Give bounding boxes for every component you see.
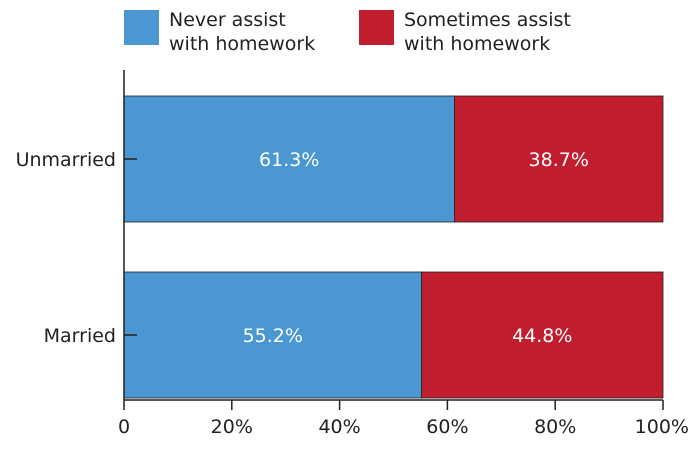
bar-value-label: 55.2% bbox=[243, 325, 303, 347]
legend-label-line: with homework bbox=[169, 33, 315, 55]
legend-label-line: Sometimes assist bbox=[404, 9, 571, 31]
legend-label-line: Never assist bbox=[169, 9, 286, 31]
bar-segment bbox=[123, 95, 455, 223]
legend-label: Never assist with homework bbox=[169, 9, 315, 55]
bar-segment bbox=[123, 271, 422, 399]
legend-swatch bbox=[359, 10, 394, 45]
bar-segment bbox=[454, 95, 664, 223]
legend-item-0: Never assist with homework bbox=[124, 9, 315, 55]
legend-label: Sometimes assist with homework bbox=[404, 9, 571, 55]
x-tick-label: 0 bbox=[118, 416, 130, 438]
x-tick-label: 100% bbox=[635, 416, 689, 438]
x-tick-label: 40% bbox=[318, 416, 360, 438]
x-tick-label: 60% bbox=[426, 416, 468, 438]
bar-value-label: 38.7% bbox=[529, 149, 589, 171]
bar-row-unmarried: 61.3% 38.7% bbox=[123, 95, 664, 223]
bar-row-married: 55.2% 44.8% bbox=[123, 271, 664, 399]
legend-swatch bbox=[124, 10, 159, 45]
category-label: Married bbox=[44, 325, 116, 347]
bar-segment bbox=[421, 271, 664, 399]
legend-item-1: Sometimes assist with homework bbox=[359, 9, 571, 55]
legend-label-line: with homework bbox=[404, 33, 550, 55]
axes: 0 20% 40% 60% 80% 100% bbox=[118, 70, 689, 438]
bars: 61.3% 38.7% Unmarried 55.2% 44.8% Married bbox=[16, 95, 664, 399]
bar-value-label: 44.8% bbox=[512, 325, 572, 347]
bar-value-label: 61.3% bbox=[259, 149, 319, 171]
x-tick-label: 80% bbox=[534, 416, 576, 438]
x-tick-label: 20% bbox=[211, 416, 253, 438]
category-label: Unmarried bbox=[16, 149, 116, 171]
